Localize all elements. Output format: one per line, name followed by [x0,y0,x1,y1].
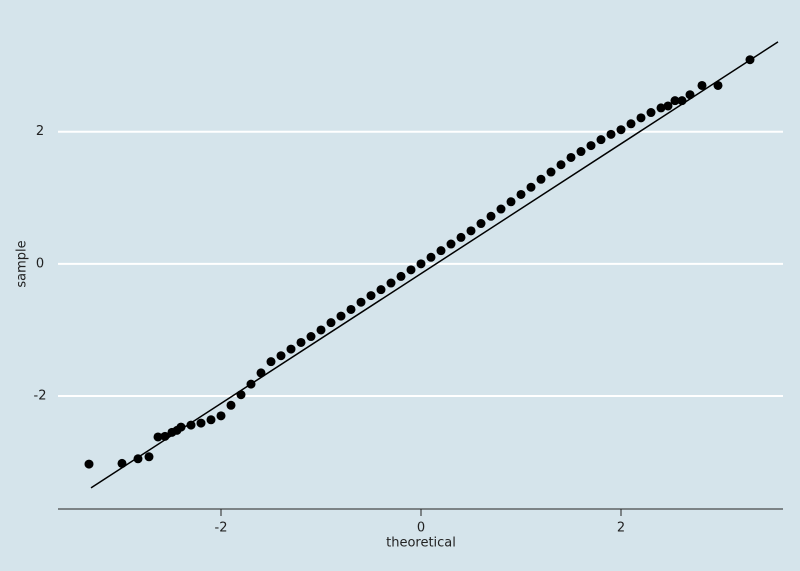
point [84,459,94,469]
point [406,265,416,275]
point [626,119,636,129]
point [526,182,536,192]
point [346,304,356,314]
point [246,379,256,389]
point [656,103,666,113]
point [176,422,186,432]
point [117,458,127,468]
point [745,55,755,65]
point [366,291,376,301]
point [266,357,276,367]
point [144,452,154,462]
point [456,232,466,242]
point [276,351,286,361]
point [386,278,396,288]
y-tick-label: 0 [36,256,44,271]
point [646,108,656,118]
point [566,152,576,162]
y-tick-label: -2 [34,389,47,404]
point [713,80,723,90]
x-tick-label: 2 [617,521,625,536]
x-tick-label: 0 [417,521,425,536]
point [426,252,436,262]
point [576,147,586,157]
point [677,96,687,106]
point [606,129,616,139]
point [670,96,680,106]
y-axis-label: sample [15,240,30,287]
point [356,297,366,307]
point [256,368,266,378]
point [446,239,456,249]
point [316,325,326,335]
point [616,125,626,135]
point [663,101,673,111]
point [546,167,556,177]
point [236,390,246,400]
point [326,318,336,328]
point [596,135,606,145]
point [466,226,476,236]
point [636,113,646,123]
point [506,197,516,207]
point [216,411,226,421]
point [556,160,566,170]
point [685,90,695,100]
x-tick-label: -2 [215,521,228,536]
x-axis-label: theoretical [386,536,456,551]
point [153,432,163,442]
point [376,285,386,295]
point [396,271,406,281]
point [286,344,296,354]
point [496,204,506,214]
point [486,211,496,221]
point [196,418,206,428]
point [336,311,346,321]
point [436,246,446,256]
y-tick-label: 2 [36,124,44,139]
point [416,259,426,269]
point [226,400,236,410]
point [536,174,546,184]
point [206,415,216,425]
point [516,189,526,199]
point [697,80,707,90]
reference-line [90,41,779,489]
point [306,332,316,342]
point [586,141,596,151]
point [296,337,306,347]
point [186,420,196,430]
point [160,431,170,441]
point [476,219,486,229]
point [133,454,143,464]
